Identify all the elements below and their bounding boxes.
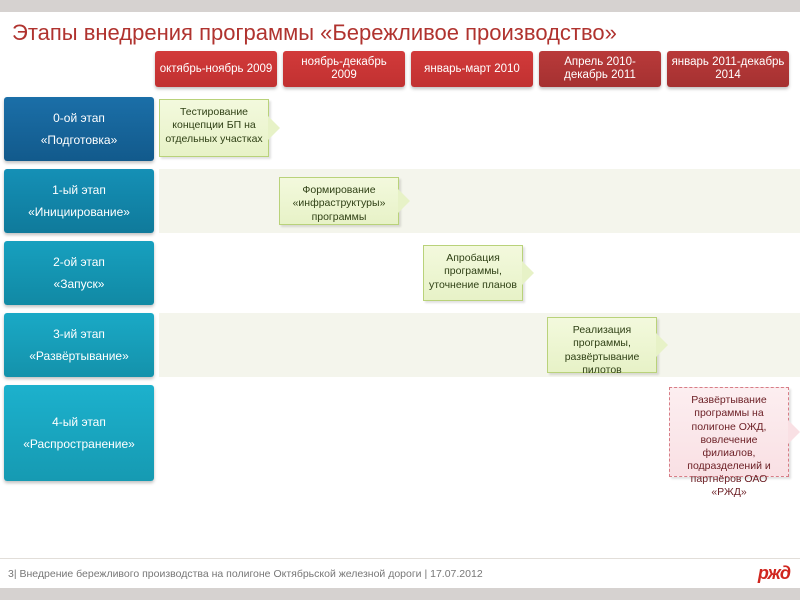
period-cell: январь-март 2010 <box>411 51 533 87</box>
footer-text: 3| Внедрение бережливого производства на… <box>0 568 483 580</box>
stage-name: «Распространение» <box>8 436 150 452</box>
stage-row: 3-ий этап «Развёртывание» Реализация про… <box>0 313 800 377</box>
task-text: Тестирование концепции БП на отдельных у… <box>165 106 262 144</box>
stage-name: «Инициирование» <box>8 204 150 220</box>
stage-label: 2-ой этап «Запуск» <box>4 241 154 305</box>
stage-label: 4-ый этап «Распространение» <box>4 385 154 481</box>
stage-number: 2-ой этап <box>8 254 150 270</box>
stage-row: 4-ый этап «Распространение» Развёртывани… <box>0 385 800 481</box>
stage-lane: Развёртывание программы на полигоне ОЖД,… <box>159 385 800 481</box>
stage-number: 1-ый этап <box>8 182 150 198</box>
arrow-right-icon <box>268 116 280 140</box>
stage-lane: Тестирование концепции БП на отдельных у… <box>159 97 800 161</box>
stage-row: 2-ой этап «Запуск» Апробация программы, … <box>0 241 800 305</box>
timeline-header: октябрь-ноябрь 2009 ноябрь-декабрь 2009 … <box>155 51 800 87</box>
task-text: Развёртывание программы на полигоне ОЖД,… <box>687 394 770 498</box>
arrow-right-icon <box>522 261 534 285</box>
stage-name: «Запуск» <box>8 276 150 292</box>
stage-label: 3-ий этап «Развёртывание» <box>4 313 154 377</box>
slide-footer: 3| Внедрение бережливого производства на… <box>0 558 800 584</box>
stage-lane: Апробация программы, уточнение планов <box>159 241 800 305</box>
task-box: Апробация программы, уточнение планов <box>423 245 523 301</box>
task-text: Формирование «инфраструктуры» программы <box>293 184 386 222</box>
stage-number: 0-ой этап <box>8 110 150 126</box>
task-text: Апробация программы, уточнение планов <box>429 252 517 290</box>
stage-row: 0-ой этап «Подготовка» Тестирование конц… <box>0 97 800 161</box>
stage-number: 4-ый этап <box>8 414 150 430</box>
stage-name: «Развёртывание» <box>8 348 150 364</box>
stage-number: 3-ий этап <box>8 326 150 342</box>
period-cell: январь 2011-декабрь 2014 <box>667 51 789 87</box>
stage-label: 0-ой этап «Подготовка» <box>4 97 154 161</box>
task-box-final: Развёртывание программы на полигоне ОЖД,… <box>669 387 789 477</box>
task-box: Тестирование концепции БП на отдельных у… <box>159 99 269 157</box>
period-cell: октябрь-ноябрь 2009 <box>155 51 277 87</box>
stage-label: 1-ый этап «Инициирование» <box>4 169 154 233</box>
rzd-logo: ржд <box>758 563 800 584</box>
stage-lane: Формирование «инфраструктуры» программы <box>159 169 800 233</box>
task-box: Реализация программы, развёртывание пило… <box>547 317 657 373</box>
arrow-right-icon <box>398 189 410 213</box>
period-cell: ноябрь-декабрь 2009 <box>283 51 405 87</box>
task-text: Реализация программы, развёртывание пило… <box>565 324 640 375</box>
stage-name: «Подготовка» <box>8 132 150 148</box>
arrow-right-icon <box>656 333 668 357</box>
stage-row: 1-ый этап «Инициирование» Формирование «… <box>0 169 800 233</box>
stage-lane: Реализация программы, развёртывание пило… <box>159 313 800 377</box>
decorative-bottom-band <box>0 588 800 600</box>
gantt-grid: 0-ой этап «Подготовка» Тестирование конц… <box>0 97 800 481</box>
task-box: Формирование «инфраструктуры» программы <box>279 177 399 225</box>
decorative-top-band <box>0 0 800 12</box>
arrow-right-icon <box>788 420 800 444</box>
page-title: Этапы внедрения программы «Бережливое пр… <box>0 12 800 51</box>
period-cell: Апрель 2010-декабрь 2011 <box>539 51 661 87</box>
